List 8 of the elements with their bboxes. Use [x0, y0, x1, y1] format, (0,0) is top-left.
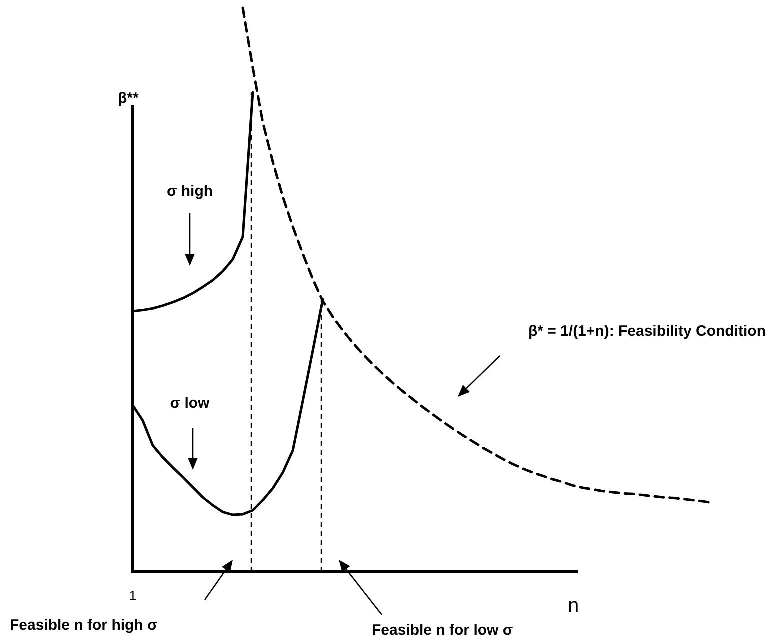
text: Feasible n for high σ [10, 617, 158, 634]
annotation: σ high [166, 183, 214, 200]
y-axis-title: β** [118, 90, 139, 107]
text: 1 [129, 588, 137, 603]
x-axis-title: n [568, 595, 580, 617]
text: Feasible n for low σ [372, 622, 514, 639]
annotation: β* = 1/(1+n): Feasibility Condition [528, 323, 766, 340]
annotation: σ low [170, 395, 210, 412]
